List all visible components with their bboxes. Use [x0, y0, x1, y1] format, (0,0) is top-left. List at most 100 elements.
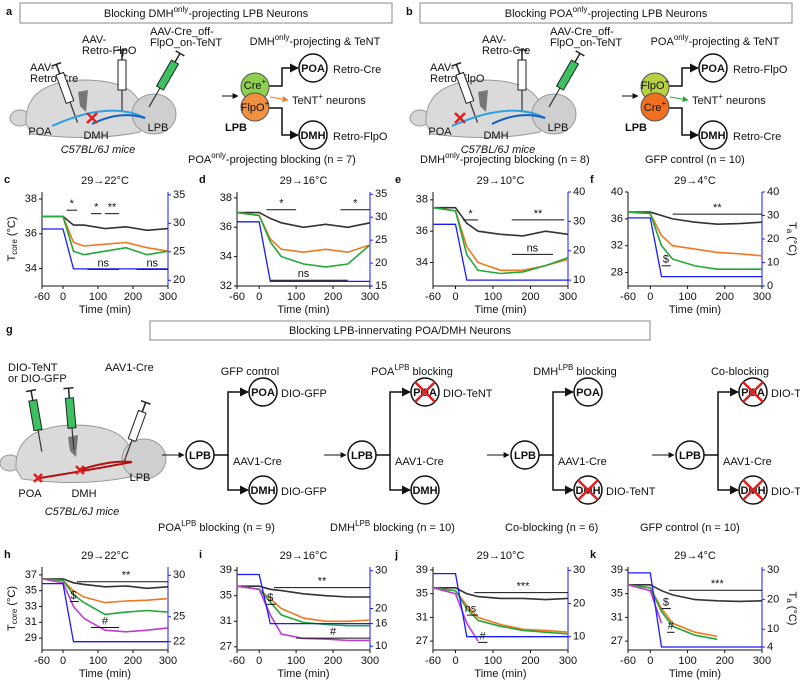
needle: [37, 429, 43, 452]
series-line: [433, 223, 568, 281]
y-tick-label: 37: [25, 569, 37, 581]
significance-label: *: [94, 202, 99, 214]
cell-label-part: +: [662, 99, 667, 108]
y-tick-label: 39: [416, 564, 428, 576]
x-tick-label: 100: [484, 291, 502, 303]
x-tick-label: 100: [484, 655, 502, 667]
region-label: POA: [18, 488, 42, 500]
y2-tick-label: 30: [173, 569, 185, 581]
circuit-heading-part: GFP control: [221, 366, 280, 378]
y2-tick-label: 30: [573, 564, 585, 576]
projection-line: [668, 63, 699, 87]
y2-tick-label: 20: [375, 257, 387, 269]
target-node-label: POA: [701, 63, 725, 75]
significance-label: ns: [97, 257, 109, 269]
x-tick-label: 300: [753, 655, 771, 667]
legend-entry-part: POA: [188, 154, 212, 166]
circuit-heading: Co-blocking: [711, 366, 769, 378]
x-tick-label: -60: [34, 291, 50, 303]
significance-label: #: [102, 615, 109, 627]
y2-tick-label: 10: [767, 623, 779, 635]
cell-label-part: Cre: [644, 102, 662, 114]
vector-label: AAV1-Cre: [723, 456, 772, 468]
legend-entry: DMHonly-projecting blocking (n = 8): [420, 151, 590, 166]
region-label: DMH: [483, 130, 508, 142]
cell-label: FlpO+: [641, 77, 670, 92]
x-axis-label: Time (min): [79, 668, 131, 680]
x-tick-label: -60: [34, 655, 50, 667]
series-line: [628, 217, 762, 278]
y-axis-label-part: T: [6, 255, 18, 262]
plunger: [174, 52, 181, 63]
y2-tick-label: 30: [375, 565, 387, 577]
syringe: [117, 49, 127, 112]
chart-title: 29→16°C: [280, 175, 328, 187]
source-node: [510, 440, 540, 470]
legend-entry: POAonly-projecting blocking (n = 7): [188, 151, 356, 166]
projection: [491, 114, 546, 125]
legend-entry-part: Co-blocking (n = 6): [505, 522, 598, 534]
significance-label: ns: [527, 242, 539, 254]
needle: [548, 87, 561, 108]
region-label: POA: [428, 126, 452, 138]
plunger: [141, 402, 147, 413]
significance-label: **: [108, 202, 117, 214]
x-axis-label: Time (min): [277, 668, 329, 680]
syringe-label-line: or DIO-GFP: [8, 373, 67, 385]
tent-arrow: [269, 96, 289, 103]
series-line: [237, 573, 370, 625]
x-tick-label: 0: [60, 655, 66, 667]
cell-label-part: +: [265, 99, 270, 108]
cell-label-part: FlpO: [241, 102, 265, 114]
vector-label: DIO-TeNT: [771, 388, 800, 400]
series-line: [628, 211, 763, 226]
target-node-label: DMH: [412, 485, 437, 497]
vector-label: Retro-FlpO: [733, 64, 788, 76]
cell-label-part: Cre: [244, 80, 262, 92]
block-cross: [742, 479, 764, 501]
circuit-heading-part: blocking: [409, 366, 452, 378]
panel-title-part: -projecting LPB Neurons: [587, 8, 707, 20]
legend-entry-part: DMH: [420, 154, 445, 166]
y-tick-label: 27: [611, 635, 623, 647]
y2-tick-label: 22: [173, 636, 185, 648]
y-axis-label-part: T: [6, 624, 18, 631]
source-node: [675, 440, 705, 470]
x-tick-label: 200: [716, 291, 734, 303]
legend-entry-part: only: [445, 151, 460, 160]
significance-label: $: [663, 596, 669, 608]
syringe-label-line: Retro-FlpO: [82, 45, 137, 57]
syringe-label-line: AAV-Cre_off-: [150, 26, 214, 38]
y-tick-label: 32: [611, 240, 623, 252]
significance-label: **: [713, 202, 722, 214]
panel-label: i: [199, 549, 202, 561]
ventricle: [78, 90, 88, 112]
circuit-heading-part: LPB: [558, 363, 573, 372]
series-line: [42, 215, 169, 256]
y2-axis-label-part: a: [785, 229, 794, 234]
y-tick-label: 31: [220, 615, 232, 627]
circuit-heading-part: LPB: [394, 363, 409, 372]
series-line: [236, 585, 371, 623]
target-node: [698, 53, 728, 83]
series-line: [627, 211, 762, 270]
circuit-heading-part: only: [275, 33, 290, 42]
y2-tick-label: 4: [767, 641, 773, 653]
syringe: [548, 50, 585, 108]
y-tick-label: 31: [611, 611, 623, 623]
x-tick-label: 0: [647, 655, 653, 667]
y-tick-label: 36: [220, 221, 232, 233]
significance-label: #: [330, 626, 337, 638]
plunger: [574, 52, 581, 63]
tent-label-part: TeNT: [292, 95, 319, 107]
y2-tick-label: 20: [767, 233, 779, 245]
series-line: [237, 585, 370, 598]
y2-tick-label: 30: [573, 215, 585, 227]
syringe-label: AAV-Retro-FlpO: [82, 34, 137, 57]
x-tick-label: 0: [60, 291, 66, 303]
syringe-label-line: AAV-: [30, 62, 55, 74]
y-tick-label: 39: [611, 564, 623, 576]
series-line: [627, 584, 663, 624]
y-tick-label: 39: [220, 564, 232, 576]
syringe-label-line: FlpO_on-TeNT: [150, 37, 222, 49]
